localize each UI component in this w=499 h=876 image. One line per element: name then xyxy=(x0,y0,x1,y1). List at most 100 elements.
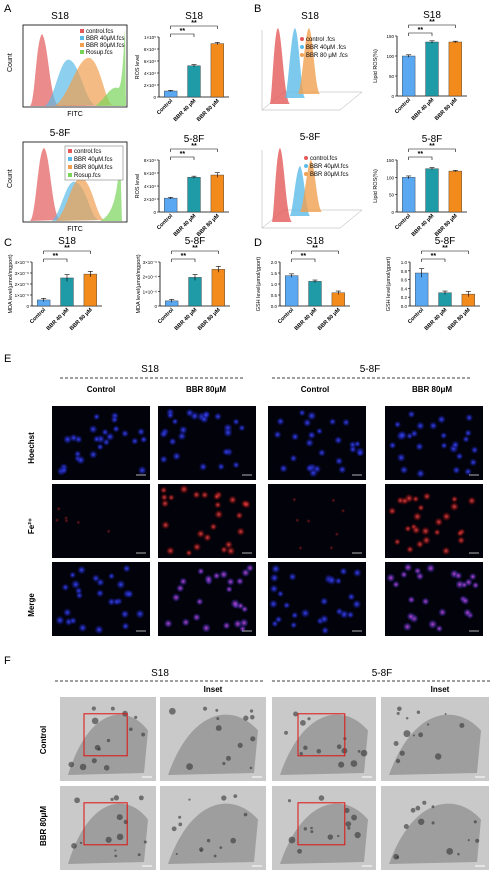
organelle xyxy=(138,795,144,801)
legend-item: BBR 40μM.fcs xyxy=(310,164,348,170)
legend-item: BBR 80μM.fcs xyxy=(74,165,112,171)
cell-nucleus xyxy=(288,572,297,581)
y-tick-label: 1×10⁻⁶ xyxy=(143,289,158,294)
organelle xyxy=(396,711,400,715)
bar xyxy=(187,177,201,213)
cell-nucleus xyxy=(242,500,251,509)
cell-nucleus xyxy=(235,511,243,520)
organelle xyxy=(137,853,141,857)
y-tick-label: 4×10⁻⁶ xyxy=(15,260,30,265)
cell-nucleus xyxy=(338,465,347,474)
cell-nucleus xyxy=(292,497,297,502)
cell-nucleus xyxy=(471,446,479,454)
y-tick-label: 150 xyxy=(386,34,394,39)
significance-bracket xyxy=(421,250,469,254)
x-tick-label: BBR 80 μM xyxy=(196,213,221,238)
bar xyxy=(164,197,178,213)
cell-nucleus xyxy=(131,437,139,445)
cell-nucleus xyxy=(213,572,221,580)
cell-nucleus xyxy=(269,584,279,593)
group-label: S18 xyxy=(141,364,159,375)
cell-nucleus xyxy=(454,572,463,580)
organelle xyxy=(431,821,435,825)
x-tick-label: BBR 40 μM xyxy=(173,98,198,123)
significance-bracket xyxy=(421,258,446,262)
cell-nucleus xyxy=(77,565,86,575)
organelle xyxy=(310,826,313,830)
cell-nucleus xyxy=(404,525,412,533)
cell-nucleus xyxy=(71,580,81,589)
organelle xyxy=(350,760,358,767)
organelle xyxy=(106,738,111,743)
cell-nucleus xyxy=(214,501,222,509)
organelle xyxy=(284,730,288,735)
significance-label: ** xyxy=(53,253,59,260)
cell-nucleus xyxy=(452,466,461,474)
x-tick-label: BBR 80 μM xyxy=(69,307,94,332)
cell-nucleus xyxy=(96,443,104,451)
cell-nucleus xyxy=(220,546,228,554)
cell-nucleus xyxy=(457,536,465,545)
cell-nucleus xyxy=(442,546,451,555)
organelle xyxy=(403,730,411,738)
cell-nucleus xyxy=(456,452,464,460)
organelle xyxy=(175,852,178,856)
cell-nucleus xyxy=(135,609,145,619)
cell-nucleus xyxy=(219,570,228,579)
cell-nucleus xyxy=(172,593,181,602)
organelle xyxy=(299,752,303,756)
cell-nucleus xyxy=(334,532,339,537)
cell-nucleus xyxy=(112,425,120,433)
cell-nucleus xyxy=(196,598,204,606)
bar xyxy=(60,277,74,307)
organelle xyxy=(249,709,254,713)
organelle xyxy=(68,761,75,768)
organelle xyxy=(178,822,183,827)
organelle xyxy=(344,807,350,814)
cell-body xyxy=(389,714,481,775)
bar xyxy=(448,41,462,97)
organelle xyxy=(459,722,465,728)
cell-nucleus xyxy=(199,462,208,471)
organelle xyxy=(399,750,405,756)
bar xyxy=(402,55,416,97)
cell-nucleus xyxy=(64,516,69,521)
cell-nucleus xyxy=(69,617,77,625)
fe2-image xyxy=(268,484,366,558)
organelle xyxy=(225,755,231,761)
legend-item: BBR 80 μM .fcs xyxy=(306,53,348,59)
cell-nucleus xyxy=(176,584,185,593)
cell-nucleus xyxy=(388,507,397,515)
bar xyxy=(188,277,202,307)
organelle xyxy=(327,834,334,840)
cell-nucleus xyxy=(321,626,329,635)
cell-nucleus xyxy=(159,430,168,438)
cell-nucleus xyxy=(450,502,459,511)
organelle xyxy=(337,834,340,838)
cell-nucleus xyxy=(428,619,438,629)
cell-nucleus xyxy=(214,510,223,519)
organelle xyxy=(171,826,177,832)
organelle xyxy=(79,841,83,845)
y-tick-label: 6×10⁴ xyxy=(144,59,156,64)
significance-label: ** xyxy=(64,245,70,252)
cell-nucleus xyxy=(60,466,68,474)
y-tick-label: 0 xyxy=(391,94,394,99)
flow-xlabel: FITC xyxy=(67,226,83,233)
y-tick-label: 8×10⁴ xyxy=(144,158,156,163)
organelle xyxy=(475,838,480,843)
bar xyxy=(425,41,439,97)
organelle xyxy=(318,795,325,801)
panel-label-d: D xyxy=(254,237,262,249)
cell-nucleus xyxy=(121,429,129,438)
cell-nucleus xyxy=(339,567,348,576)
cell-nucleus xyxy=(349,445,357,454)
cell-nucleus xyxy=(94,625,104,634)
organelle xyxy=(416,710,421,714)
x-tick-label: BBR 80 μM xyxy=(317,307,342,332)
cell-nucleus xyxy=(236,577,244,585)
cell-nucleus xyxy=(422,536,431,545)
cell-body xyxy=(68,803,148,864)
